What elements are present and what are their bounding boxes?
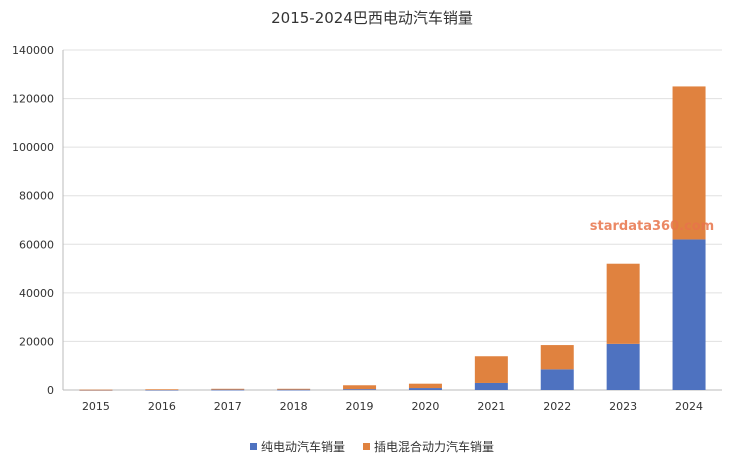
bar-bev-2021 <box>474 382 508 390</box>
x-tick-label: 2015 <box>82 400 110 413</box>
legend-label-0: 纯电动汽车销量 <box>261 439 345 454</box>
bar-bev-2023 <box>606 343 640 390</box>
bar-bev-2022 <box>540 369 574 390</box>
x-tick-label: 2017 <box>214 400 242 413</box>
y-tick-label: 80000 <box>19 190 54 203</box>
y-tick-label: 100000 <box>12 141 54 154</box>
x-tick-label: 2024 <box>675 400 703 413</box>
y-tick-label: 40000 <box>19 287 54 300</box>
x-tick-label: 2019 <box>346 400 374 413</box>
y-tick-label: 20000 <box>19 335 54 348</box>
x-tick-label: 2023 <box>609 400 637 413</box>
y-tick-label: 0 <box>47 384 54 397</box>
x-axis: 2015 2016 2017 2018 2019 2020 2021 2022 2023 2024 <box>82 400 703 413</box>
legend-label-1: 插电混合动力汽车销量 <box>374 439 494 454</box>
bar-bev-2016 <box>145 389 179 391</box>
bar-phev-2016 <box>145 389 179 391</box>
x-tick-label: 2018 <box>280 400 308 413</box>
bar-bev-2020 <box>408 388 442 390</box>
bar-phev-2024 <box>672 86 706 240</box>
watermark-text: stardata360.com <box>590 219 714 234</box>
legend-swatch-0 <box>250 443 257 450</box>
x-tick-label: 2016 <box>148 400 176 413</box>
bar-phev-2019 <box>343 385 377 390</box>
x-tick-label: 2021 <box>477 400 505 413</box>
bar-bev-2017 <box>211 389 245 391</box>
bar-phev-2021 <box>474 356 508 383</box>
bar-bev-2019 <box>343 389 377 390</box>
bar-phev-2017 <box>211 388 245 390</box>
bars <box>79 86 706 391</box>
y-tick-label: 120000 <box>12 93 54 106</box>
bar-phev-2018 <box>277 388 311 390</box>
grid-lines <box>63 49 722 391</box>
chart-title: 2015-2024巴西电动汽车销量 <box>271 9 473 27</box>
legend: 纯电动汽车销量 插电混合动力汽车销量 <box>250 439 494 454</box>
bar-phev-2015 <box>79 389 113 391</box>
legend-swatch-1 <box>363 443 370 450</box>
bar-phev-2022 <box>540 345 574 370</box>
bar-bev-2018 <box>277 389 311 391</box>
bar-bev-2024 <box>672 239 706 390</box>
y-axis: 0 20000 40000 60000 80000 100000 120000 140000 <box>12 44 64 397</box>
bar-phev-2020 <box>408 383 442 389</box>
bar-phev-2023 <box>606 263 640 344</box>
y-tick-label: 140000 <box>12 44 54 57</box>
x-tick-label: 2020 <box>411 400 439 413</box>
x-tick-label: 2022 <box>543 400 571 413</box>
y-tick-label: 60000 <box>19 238 54 251</box>
